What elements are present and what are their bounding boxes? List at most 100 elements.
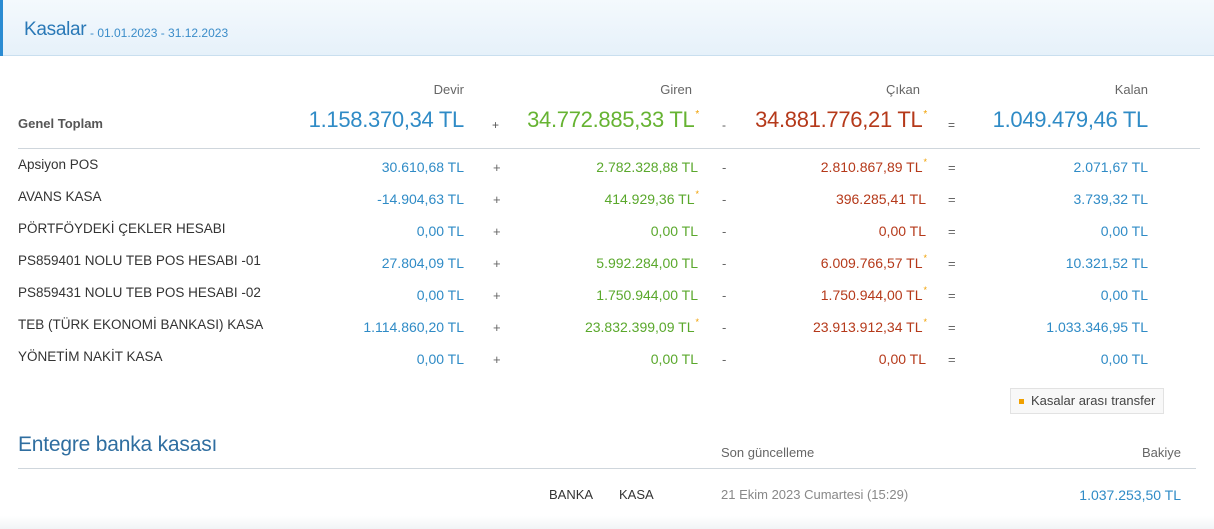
kasa-name[interactable]: PS859401 NOLU TEB POS HESABI -01 [18, 253, 261, 268]
kasa-kalan: 1.033.346,95 TL [1046, 319, 1148, 335]
grand-total-label: Genel Toplam [18, 116, 103, 131]
column-header-balance: Bakiye [1141, 445, 1181, 460]
kasa-devir: 0,00 TL [416, 351, 464, 367]
kasa-cikan: 396.285,41 TL [748, 191, 927, 207]
kasa-name[interactable]: YÖNETİM NAKİT KASA [18, 349, 163, 364]
kasa-giren: 414.929,36 TL* [520, 189, 699, 207]
operator-equals: = [948, 118, 956, 132]
kasa-kalan: 0,00 TL [1100, 287, 1148, 303]
kasa-giren: 0,00 TL [520, 223, 699, 239]
kasa-cikan: 6.009.766,57 TL* [748, 253, 927, 271]
kasa-row[interactable]: AVANS KASA -14.904,63 TL +414.929,36 TL* - 3… [0, 189, 1214, 221]
bank-last-updated: 21 Ekim 2023 Cumartesi (15:29) [721, 487, 909, 502]
kasa-cikan-value: 2.810.867,89 TL [820, 159, 923, 175]
kasa-cikan-value: 0,00 TL [878, 223, 926, 239]
integrated-section-title: Entegre banka kasası [18, 433, 218, 456]
kasa-giren: 5.992.284,00 TL [520, 255, 699, 271]
kasa-cikan-flag: * [923, 317, 927, 327]
column-header-cikan: Çıkan [886, 82, 920, 97]
bank-kasa-name[interactable]: KASA [619, 487, 654, 502]
column-header-giren: Giren [660, 82, 692, 97]
operator-equals: = [948, 224, 956, 239]
kasa-row[interactable]: Apsiyon POS 30.610,68 TL +2.782.328,88 TL -… [0, 157, 1214, 189]
kasa-cikan: 1.750.944,00 TL* [748, 285, 927, 303]
kasa-cikan-flag: * [923, 157, 927, 167]
kasa-name[interactable]: Apsiyon POS [18, 157, 99, 172]
kasa-kalan: 10.321,52 TL [1065, 255, 1148, 271]
operator-plus: + [493, 320, 501, 335]
kasa-giren-value: 414.929,36 TL [604, 191, 695, 207]
column-header-devir: Devir [433, 82, 464, 97]
kasa-devir: 0,00 TL [416, 223, 464, 239]
kasa-cikan-value: 1.750.944,00 TL [820, 287, 923, 303]
kasa-giren-value: 0,00 TL [650, 351, 698, 367]
kasa-row[interactable]: YÖNETİM NAKİT KASA 0,00 TL +0,00 TL - 0,00 T… [0, 349, 1214, 381]
operator-plus: + [493, 288, 501, 303]
operator-minus: - [722, 288, 727, 303]
kasa-cikan-flag: * [923, 285, 927, 295]
page-header: Kasalar - 01.01.2023 - 31.12.2023 [0, 0, 1214, 56]
operator-minus: - [722, 192, 727, 207]
operator-minus: - [722, 118, 726, 132]
operator-equals: = [948, 160, 956, 175]
kasa-devir: 1.114.860,20 TL [363, 319, 464, 335]
kasa-kalan: 3.739,32 TL [1073, 191, 1148, 207]
operator-minus: - [722, 352, 727, 367]
column-header-updated: Son güncelleme [721, 445, 815, 460]
kasa-giren-value: 1.750.944,00 TL [596, 287, 698, 303]
bank-balance: 1.037.253,50 TL [1079, 487, 1181, 503]
operator-plus: + [492, 118, 500, 132]
grand-total-giren-flag: * [695, 109, 699, 120]
grand-total-giren: 34.772.885,33 TL* [490, 107, 699, 133]
kasa-giren: 2.782.328,88 TL [520, 159, 699, 175]
kasa-row[interactable]: PS859431 NOLU TEB POS HESABI -02 0,00 TL +… [0, 285, 1214, 317]
kasa-row[interactable]: PÖRTFÖYDEKİ ÇEKLER HESABI 0,00 TL +0,00 TL… [0, 221, 1214, 253]
grand-total-divider [18, 148, 1200, 149]
kasa-giren: 23.832.399,09 TL* [520, 317, 699, 335]
kasa-giren-value: 0,00 TL [650, 223, 698, 239]
kasa-giren-value: 2.782.328,88 TL [596, 159, 698, 175]
kasa-cikan-value: 396.285,41 TL [835, 191, 926, 207]
kasa-cikan-value: 23.913.912,34 TL [812, 319, 923, 335]
kasa-name[interactable]: TEB (TÜRK EKONOMİ BANKASI) KASA [18, 317, 264, 332]
kasa-cikan: 23.913.912,34 TL* [748, 317, 927, 335]
grand-total-devir: 1.158.370,34 TL [308, 107, 465, 132]
kasa-row[interactable]: PS859401 NOLU TEB POS HESABI -01 27.804,0… [0, 253, 1214, 285]
operator-minus: - [722, 224, 727, 239]
kasa-cikan-value: 6.009.766,57 TL [820, 255, 923, 271]
transfer-button-label: Kasalar arası transfer [1031, 393, 1156, 408]
bottom-shadow [0, 516, 1214, 529]
operator-equals: = [948, 352, 956, 367]
kasa-devir: -14.904,63 TL [377, 191, 464, 207]
operator-plus: + [493, 160, 501, 175]
operator-plus: + [493, 352, 501, 367]
kasa-devir: 0,00 TL [416, 287, 464, 303]
kasa-cikan: 0,00 TL [748, 351, 927, 367]
transfer-icon [1019, 399, 1024, 404]
operator-equals: = [948, 288, 956, 303]
kasa-kalan: 2.071,67 TL [1073, 159, 1148, 175]
grand-total-giren-value: 34.772.885,33 TL [527, 107, 695, 132]
grand-total-cikan: 34.881.776,21 TL* [720, 107, 927, 133]
operator-equals: = [948, 192, 956, 207]
kasa-row[interactable]: TEB (TÜRK EKONOMİ BANKASI) KASA 1.114.860… [0, 317, 1214, 349]
kasa-devir: 27.804,09 TL [381, 255, 464, 271]
kasa-name[interactable]: PS859431 NOLU TEB POS HESABI -02 [18, 285, 261, 300]
operator-plus: + [493, 224, 501, 239]
kasa-name[interactable]: PÖRTFÖYDEKİ ÇEKLER HESABI [18, 221, 226, 236]
kasa-cikan-flag: * [923, 253, 927, 263]
transfer-button[interactable]: Kasalar arası transfer [1010, 388, 1165, 414]
grand-total-cikan-flag: * [923, 109, 927, 120]
kasa-giren-value: 5.992.284,00 TL [596, 255, 698, 271]
column-header-kalan: Kalan [1114, 82, 1148, 97]
operator-equals: = [948, 256, 956, 271]
grand-total-cikan-value: 34.881.776,21 TL [755, 107, 923, 132]
grand-total-kalan: 1.049.479,46 TL [992, 107, 1149, 132]
integrated-divider [18, 468, 1196, 469]
kasa-devir: 30.610,68 TL [381, 159, 464, 175]
kasa-giren-flag: * [695, 317, 699, 327]
kasa-giren: 1.750.944,00 TL [520, 287, 699, 303]
header-accent-bar [0, 0, 3, 56]
kasa-name[interactable]: AVANS KASA [18, 189, 102, 204]
operator-minus: - [722, 256, 727, 271]
